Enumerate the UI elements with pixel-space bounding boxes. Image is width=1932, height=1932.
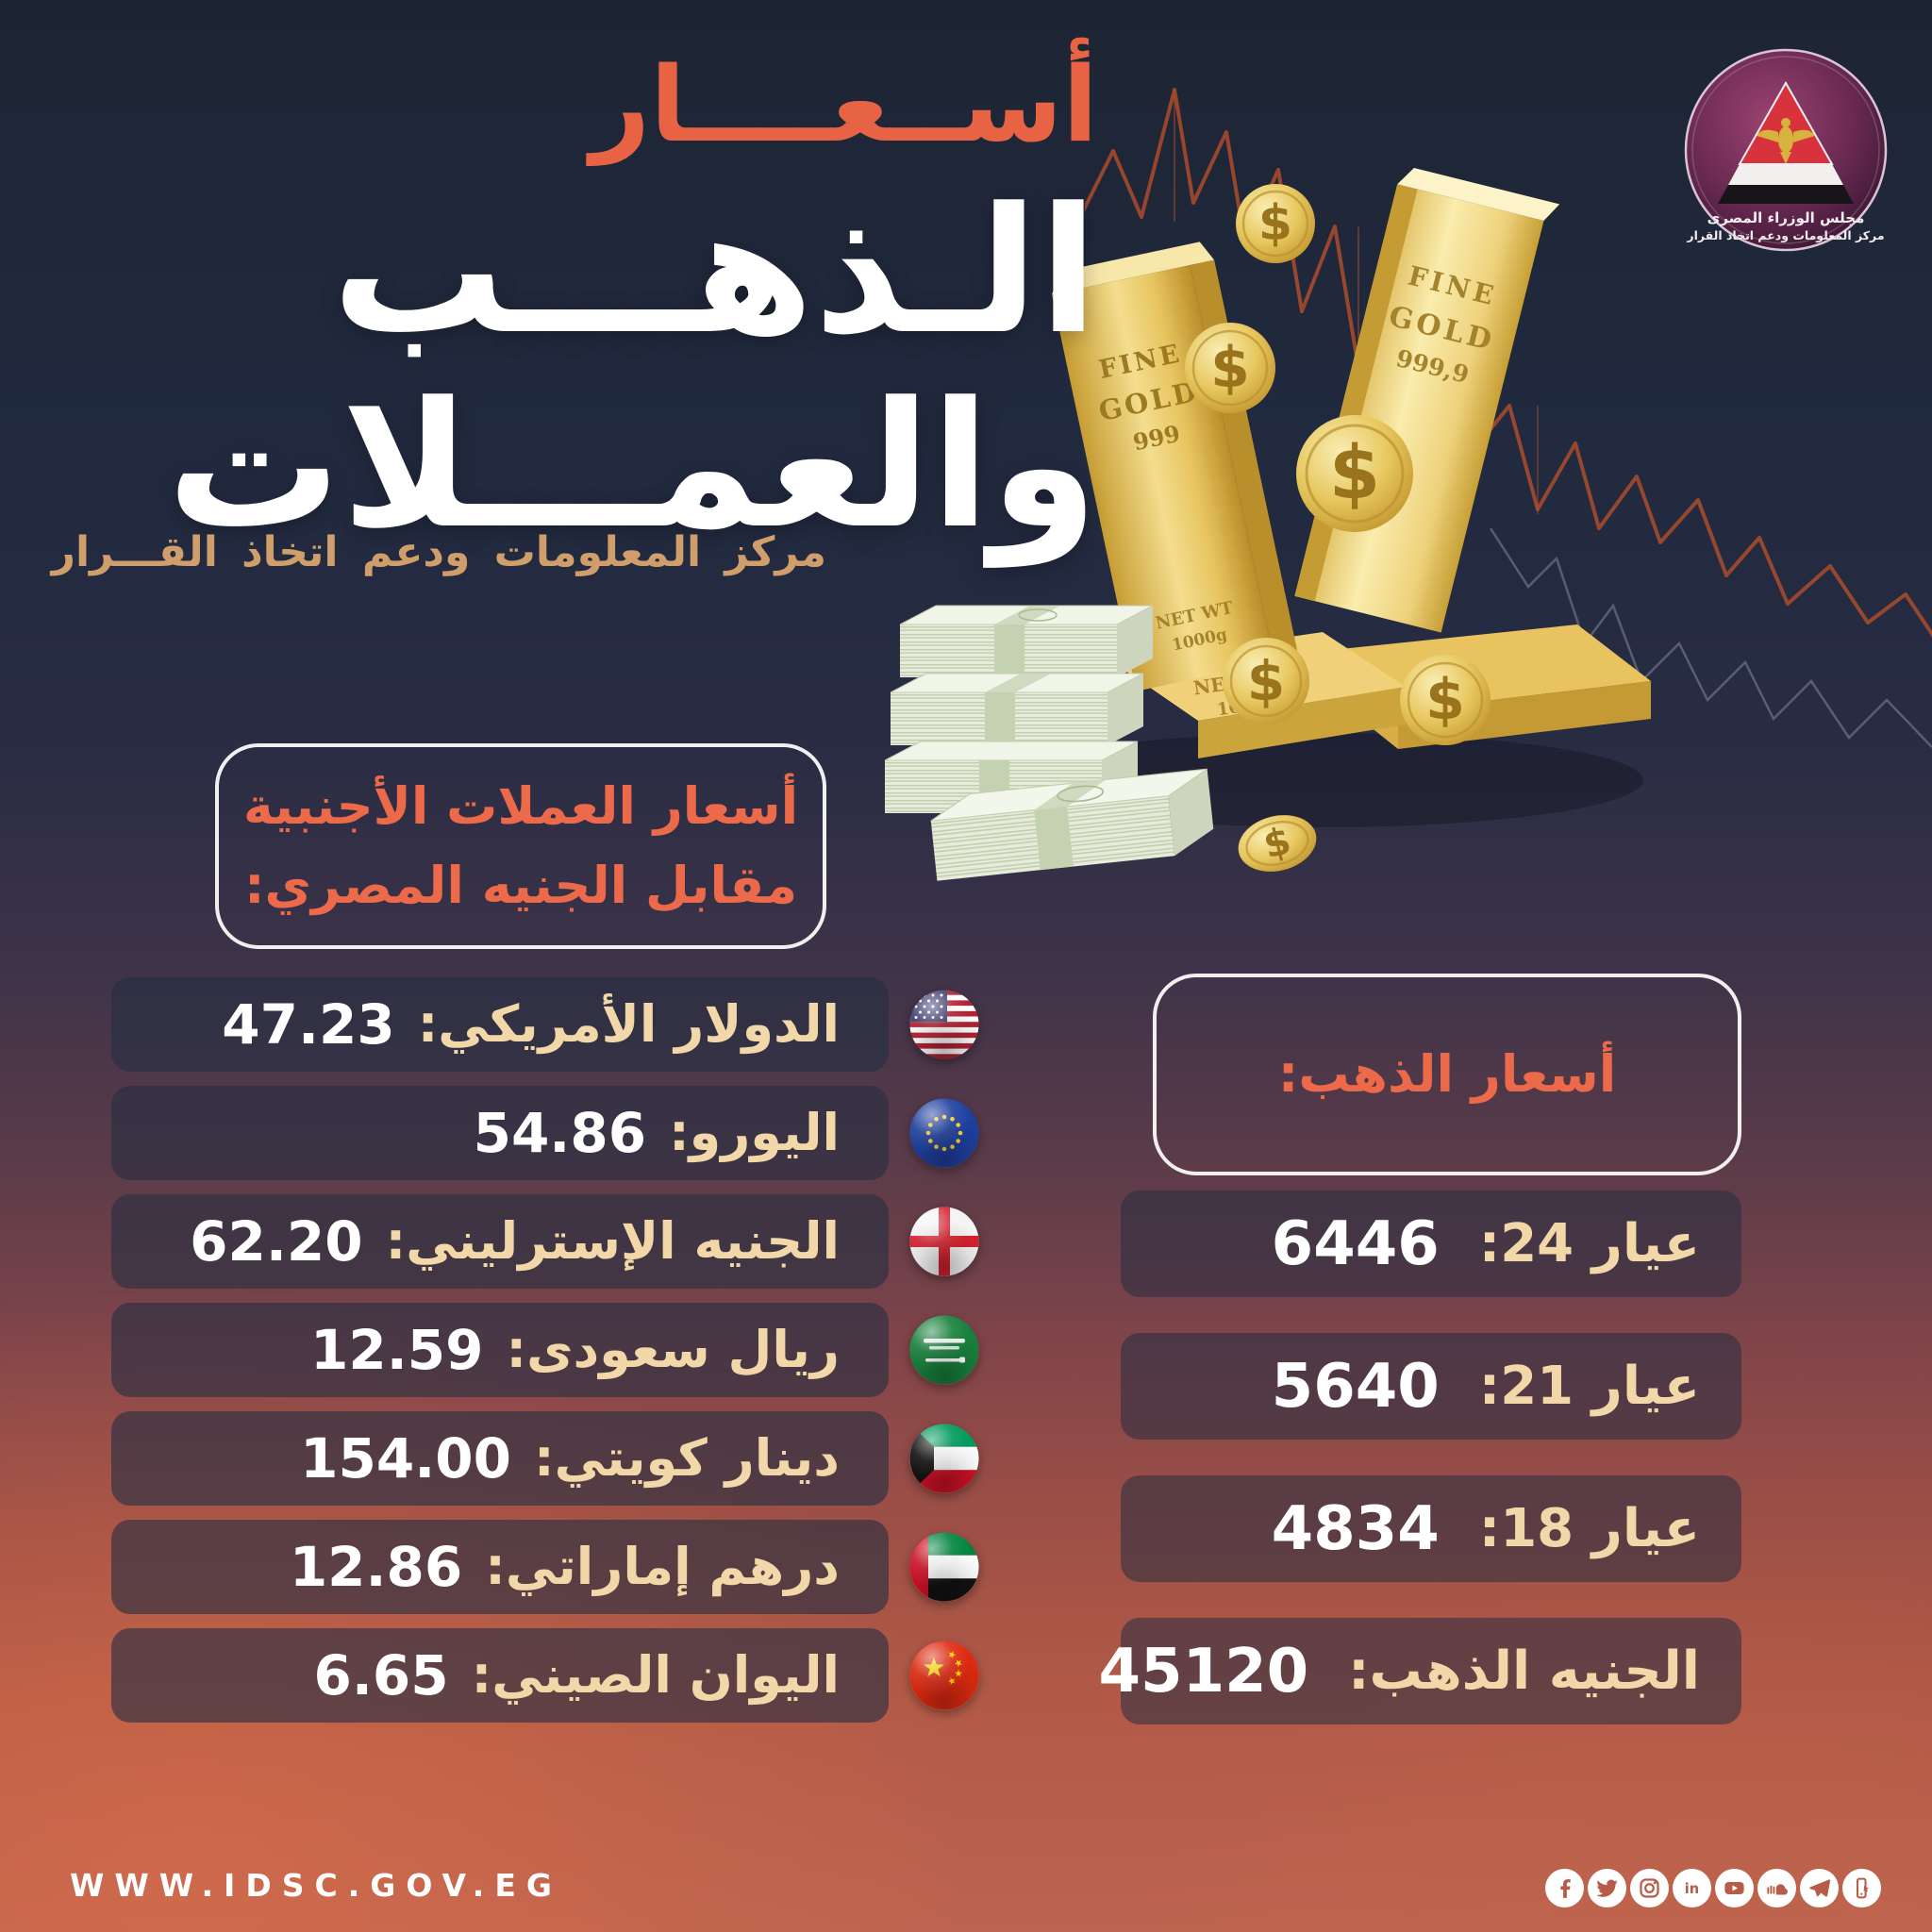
- currency-row-box: دينار كويتي: 154.00: [111, 1411, 889, 1506]
- currency-label: اليورو:: [669, 1103, 840, 1162]
- currency-label: ريال سعودى:: [506, 1320, 840, 1379]
- page-subtitle: مركز المعلومات ودعم اتخاذ القـــرار: [51, 528, 826, 576]
- logo-center-name: مركز المعلومات ودعم اتخاذ القرار: [1686, 228, 1884, 242]
- instagram-icon[interactable]: [1630, 1869, 1669, 1907]
- facebook-icon[interactable]: [1545, 1869, 1584, 1907]
- uae-flag-icon: [909, 1532, 979, 1602]
- currency-value: 6.65: [313, 1643, 449, 1707]
- currency-value: 12.86: [289, 1535, 463, 1599]
- page-title-accent: أســعــــار: [590, 44, 1098, 165]
- currency-row-usd: الدولار الأمريكي: 47.23: [111, 977, 979, 1072]
- currency-header-line1: أسعار العملات الأجنبية: [242, 776, 799, 836]
- currency-label: الجنيه الإسترليني:: [385, 1211, 840, 1271]
- svg-text:$: $: [1247, 649, 1285, 713]
- social-icons-bar: in: [1545, 1869, 1881, 1907]
- youtube-icon[interactable]: [1715, 1869, 1754, 1907]
- eu-flag-icon: [909, 1098, 979, 1168]
- currency-value: 47.23: [222, 992, 395, 1057]
- gold-value: 4834: [1271, 1493, 1440, 1564]
- svg-text:GOLD: GOLD: [1386, 300, 1499, 358]
- currency-value: 12.59: [310, 1318, 484, 1382]
- currency-row-box: الجنيه الإسترليني: 62.20: [111, 1194, 889, 1289]
- gold-header-title: أسعار الذهب:: [1277, 1044, 1617, 1104]
- svg-text:NET WT: NET WT: [1191, 665, 1281, 700]
- flat-gold-bar-right: [1323, 625, 1651, 749]
- gold-value: 45120: [1098, 1636, 1309, 1707]
- saudi-flag-icon: [909, 1315, 979, 1385]
- svg-text:$: $: [1259, 819, 1295, 867]
- page-title-gold: الـذهـــب: [331, 171, 1098, 373]
- mobile-app-icon[interactable]: [1842, 1869, 1881, 1907]
- china-flag-icon: [909, 1641, 979, 1710]
- gold-label: الجنيه الذهب:: [1348, 1640, 1700, 1702]
- currency-row-box: الدولار الأمريكي: 47.23: [111, 977, 889, 1072]
- logo-org-name: مجلس الوزراء المصرى: [1707, 209, 1865, 226]
- gold-label: عيار 24:: [1478, 1212, 1700, 1274]
- currency-row-aed: درهم إماراتي: 12.86: [111, 1520, 979, 1614]
- currency-label: اليوان الصيني:: [471, 1645, 840, 1705]
- gold-value: 5640: [1271, 1351, 1440, 1422]
- currency-label: الدولار الأمريكي:: [417, 994, 840, 1054]
- currency-row-gbp: الجنيه الإسترليني: 62.20: [111, 1194, 979, 1289]
- svg-text:NET WT: NET WT: [1154, 598, 1236, 634]
- gold-dollar-coins: $ $ $ $ $ $: [1185, 184, 1491, 872]
- currency-value: 54.86: [473, 1101, 647, 1165]
- us-flag-icon: [909, 990, 979, 1059]
- svg-text:999: 999: [1130, 420, 1182, 457]
- currency-section-header: أسعار العملات الأجنبية مقابل الجنيه المص…: [215, 743, 826, 949]
- currency-row-cny: اليوان الصيني: 6.65: [111, 1628, 979, 1723]
- website-url[interactable]: WWW.IDSC.GOV.EG: [70, 1867, 562, 1904]
- twitter-icon[interactable]: [1588, 1869, 1626, 1907]
- svg-text:FINE: FINE: [1096, 339, 1185, 385]
- currency-value: 62.20: [190, 1209, 363, 1274]
- flat-gold-bar-left: NET WT 1000g: [1113, 632, 1406, 758]
- standing-gold-bar-right: FINE GOLD 999,9: [1294, 168, 1560, 633]
- svg-text:999,9: 999,9: [1393, 344, 1472, 389]
- currency-value: 154.00: [300, 1426, 511, 1491]
- telegram-icon[interactable]: [1800, 1869, 1839, 1907]
- svg-text:$: $: [1425, 667, 1465, 733]
- gold-rows-list: عيار 24: 6446 عيار 21: 5640 عيار 18: 483…: [1099, 1191, 1741, 1724]
- currency-row-box: ريال سعودى: 12.59: [111, 1303, 889, 1397]
- dollar-bill-stacks: [884, 605, 1214, 881]
- gold-row-karat21: عيار 21: 5640: [1121, 1333, 1741, 1440]
- currency-row-eur: اليورو: 54.86: [111, 1086, 979, 1180]
- currency-label: دينار كويتي:: [534, 1428, 840, 1488]
- currency-row-box: اليورو: 54.86: [111, 1086, 889, 1180]
- currency-label: درهم إماراتي:: [485, 1537, 840, 1596]
- gold-value: 6446: [1271, 1208, 1440, 1279]
- svg-text:$: $: [1329, 431, 1380, 516]
- gold-section-header: أسعار الذهب:: [1153, 974, 1741, 1175]
- svg-text:1000g: 1000g: [1171, 625, 1229, 656]
- england-flag-icon: [909, 1207, 979, 1276]
- currency-row-sar: ريال سعودى: 12.59: [111, 1303, 979, 1397]
- soundcloud-icon[interactable]: [1757, 1869, 1796, 1907]
- gold-row-karat24: عيار 24: 6446: [1121, 1191, 1741, 1297]
- currency-row-box: اليوان الصيني: 6.65: [111, 1628, 889, 1723]
- gold-row-gold-pound: الجنيه الذهب: 45120: [1099, 1618, 1741, 1724]
- currency-row-kwd: دينار كويتي: 154.00: [111, 1411, 979, 1506]
- svg-text:$: $: [1210, 335, 1250, 401]
- gold-row-karat18: عيار 18: 4834: [1121, 1475, 1741, 1582]
- currency-header-line2: مقابل الجنيه المصري:: [243, 856, 798, 915]
- svg-text:GOLD: GOLD: [1096, 375, 1202, 427]
- kuwait-flag-icon: [909, 1424, 979, 1493]
- linkedin-icon[interactable]: in: [1673, 1869, 1711, 1907]
- page-title-currencies: والعمـــلات: [166, 365, 1098, 567]
- svg-text:FINE: FINE: [1405, 260, 1500, 312]
- currency-row-box: درهم إماراتي: 12.86: [111, 1520, 889, 1614]
- svg-text:$: $: [1258, 195, 1292, 252]
- svg-text:in: in: [1685, 1881, 1699, 1897]
- gold-label: عيار 18:: [1478, 1497, 1700, 1559]
- currency-rows-list: الدولار الأمريكي: 47.23 اليورو: 54.86: [111, 977, 979, 1723]
- gold-label: عيار 21:: [1478, 1355, 1700, 1417]
- idsc-cabinet-logo: مجلس الوزراء المصرى مركز المعلومات ودعم …: [1683, 47, 1889, 253]
- svg-text:1000g: 1000g: [1216, 692, 1277, 721]
